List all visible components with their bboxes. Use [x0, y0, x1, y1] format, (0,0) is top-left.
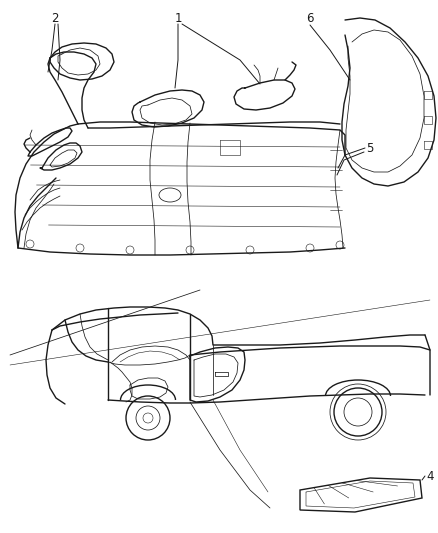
Text: 1: 1 — [174, 12, 182, 25]
Text: 2: 2 — [51, 12, 59, 25]
Text: 6: 6 — [306, 12, 314, 25]
Text: 4: 4 — [426, 470, 434, 482]
Text: 5: 5 — [366, 141, 374, 155]
Polygon shape — [300, 478, 422, 512]
